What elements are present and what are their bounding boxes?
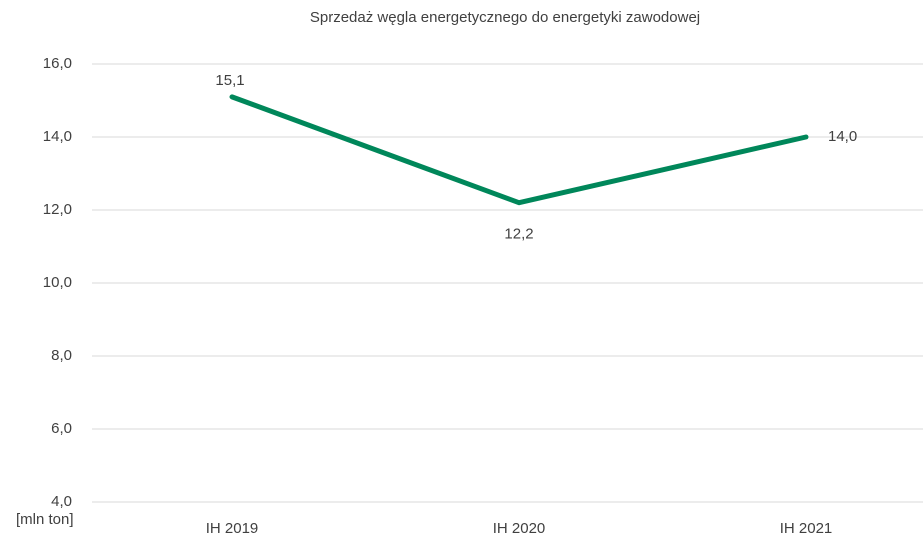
data-label: 12,2 <box>504 226 533 243</box>
x-tick-label: IH 2020 <box>493 520 546 537</box>
y-tick-label: 12,0 <box>43 201 72 218</box>
data-label: 14,0 <box>828 128 857 145</box>
y-tick-label: 14,0 <box>43 128 72 145</box>
x-tick-label: IH 2021 <box>780 520 833 537</box>
y-tick-label: 8,0 <box>51 347 72 364</box>
y-axis-label: [mln ton] <box>16 511 74 528</box>
y-tick-label: 6,0 <box>51 420 72 437</box>
y-tick-label: 16,0 <box>43 55 72 72</box>
y-tick-label: 10,0 <box>43 274 72 291</box>
data-label: 15,1 <box>215 72 244 89</box>
x-tick-label: IH 2019 <box>206 520 259 537</box>
chart-title: Sprzedaż węgla energetycznego do energet… <box>310 9 700 26</box>
y-tick-label: 4,0 <box>51 493 72 510</box>
data-line <box>229 94 809 206</box>
